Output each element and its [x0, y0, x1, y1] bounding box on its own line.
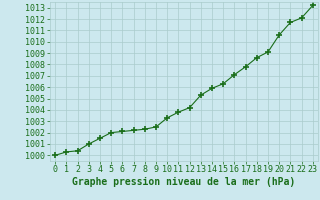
- X-axis label: Graphe pression niveau de la mer (hPa): Graphe pression niveau de la mer (hPa): [72, 177, 296, 187]
